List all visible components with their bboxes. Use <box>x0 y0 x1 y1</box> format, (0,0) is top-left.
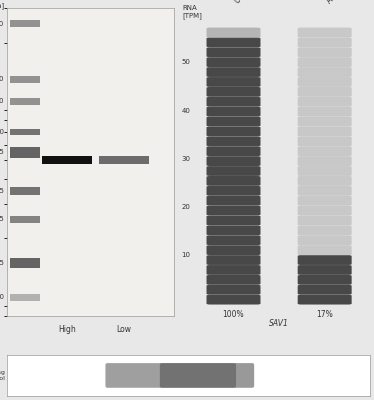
FancyBboxPatch shape <box>206 77 260 87</box>
FancyBboxPatch shape <box>298 107 352 116</box>
FancyBboxPatch shape <box>105 363 236 388</box>
FancyBboxPatch shape <box>10 294 40 301</box>
Text: 35: 35 <box>0 188 4 194</box>
FancyBboxPatch shape <box>206 126 260 136</box>
FancyBboxPatch shape <box>206 67 260 77</box>
FancyBboxPatch shape <box>298 156 352 166</box>
Text: 20: 20 <box>182 204 191 210</box>
Text: 100: 100 <box>0 98 4 104</box>
FancyBboxPatch shape <box>206 196 260 206</box>
Text: 30: 30 <box>182 156 191 162</box>
FancyBboxPatch shape <box>206 136 260 146</box>
FancyBboxPatch shape <box>206 275 260 285</box>
FancyBboxPatch shape <box>298 255 352 265</box>
FancyBboxPatch shape <box>298 47 352 57</box>
Text: Loading
Control: Loading Control <box>0 370 6 381</box>
Text: 25: 25 <box>0 216 4 222</box>
FancyBboxPatch shape <box>10 187 40 195</box>
FancyBboxPatch shape <box>298 235 352 245</box>
FancyBboxPatch shape <box>298 275 352 285</box>
Text: U-2 OS: U-2 OS <box>233 0 258 6</box>
FancyBboxPatch shape <box>298 97 352 107</box>
FancyBboxPatch shape <box>206 206 260 216</box>
FancyBboxPatch shape <box>206 245 260 255</box>
Text: SAV1: SAV1 <box>269 319 289 328</box>
FancyBboxPatch shape <box>206 235 260 245</box>
FancyBboxPatch shape <box>206 295 260 304</box>
FancyBboxPatch shape <box>298 285 352 295</box>
FancyBboxPatch shape <box>298 216 352 225</box>
FancyBboxPatch shape <box>298 265 352 275</box>
Text: A-549: A-549 <box>325 0 347 6</box>
Text: 250: 250 <box>0 20 4 26</box>
Text: 70: 70 <box>0 129 4 135</box>
FancyBboxPatch shape <box>10 76 40 83</box>
FancyBboxPatch shape <box>206 166 260 176</box>
FancyBboxPatch shape <box>298 245 352 255</box>
FancyBboxPatch shape <box>206 107 260 116</box>
Text: 10: 10 <box>182 252 191 258</box>
FancyBboxPatch shape <box>10 20 40 27</box>
FancyBboxPatch shape <box>99 156 149 164</box>
FancyBboxPatch shape <box>298 126 352 136</box>
FancyBboxPatch shape <box>298 57 352 67</box>
FancyBboxPatch shape <box>298 166 352 176</box>
FancyBboxPatch shape <box>298 117 352 126</box>
FancyBboxPatch shape <box>298 38 352 47</box>
Text: 17%: 17% <box>316 310 333 319</box>
Text: High: High <box>59 325 76 334</box>
FancyBboxPatch shape <box>298 196 352 206</box>
FancyBboxPatch shape <box>10 216 40 223</box>
FancyBboxPatch shape <box>298 176 352 186</box>
FancyBboxPatch shape <box>10 98 40 105</box>
FancyBboxPatch shape <box>206 87 260 97</box>
FancyBboxPatch shape <box>298 206 352 216</box>
Text: RNA
[TPM]: RNA [TPM] <box>183 6 202 19</box>
Text: 130: 130 <box>0 76 4 82</box>
Text: 10: 10 <box>0 294 4 300</box>
FancyBboxPatch shape <box>206 97 260 107</box>
FancyBboxPatch shape <box>206 176 260 186</box>
FancyBboxPatch shape <box>10 128 40 135</box>
Text: Low: Low <box>117 325 132 334</box>
FancyBboxPatch shape <box>298 226 352 235</box>
FancyBboxPatch shape <box>298 186 352 196</box>
Text: 55: 55 <box>0 149 4 155</box>
FancyBboxPatch shape <box>206 216 260 225</box>
FancyBboxPatch shape <box>298 295 352 304</box>
FancyBboxPatch shape <box>160 363 254 388</box>
FancyBboxPatch shape <box>206 226 260 235</box>
FancyBboxPatch shape <box>206 186 260 196</box>
FancyBboxPatch shape <box>206 255 260 265</box>
FancyBboxPatch shape <box>298 67 352 77</box>
FancyBboxPatch shape <box>206 265 260 275</box>
FancyBboxPatch shape <box>206 28 260 37</box>
FancyBboxPatch shape <box>206 117 260 126</box>
FancyBboxPatch shape <box>206 38 260 47</box>
FancyBboxPatch shape <box>10 258 40 268</box>
FancyBboxPatch shape <box>42 156 92 164</box>
FancyBboxPatch shape <box>298 77 352 87</box>
FancyBboxPatch shape <box>298 146 352 156</box>
FancyBboxPatch shape <box>298 28 352 37</box>
FancyBboxPatch shape <box>206 47 260 57</box>
Text: 100%: 100% <box>223 310 244 319</box>
Text: 15: 15 <box>0 260 4 266</box>
Text: 50: 50 <box>182 59 191 65</box>
FancyBboxPatch shape <box>206 285 260 295</box>
FancyBboxPatch shape <box>10 148 40 158</box>
Text: [kDa]: [kDa] <box>0 2 4 8</box>
FancyBboxPatch shape <box>298 87 352 97</box>
FancyBboxPatch shape <box>298 136 352 146</box>
FancyBboxPatch shape <box>206 57 260 67</box>
Text: 40: 40 <box>182 108 191 114</box>
FancyBboxPatch shape <box>206 156 260 166</box>
FancyBboxPatch shape <box>206 146 260 156</box>
